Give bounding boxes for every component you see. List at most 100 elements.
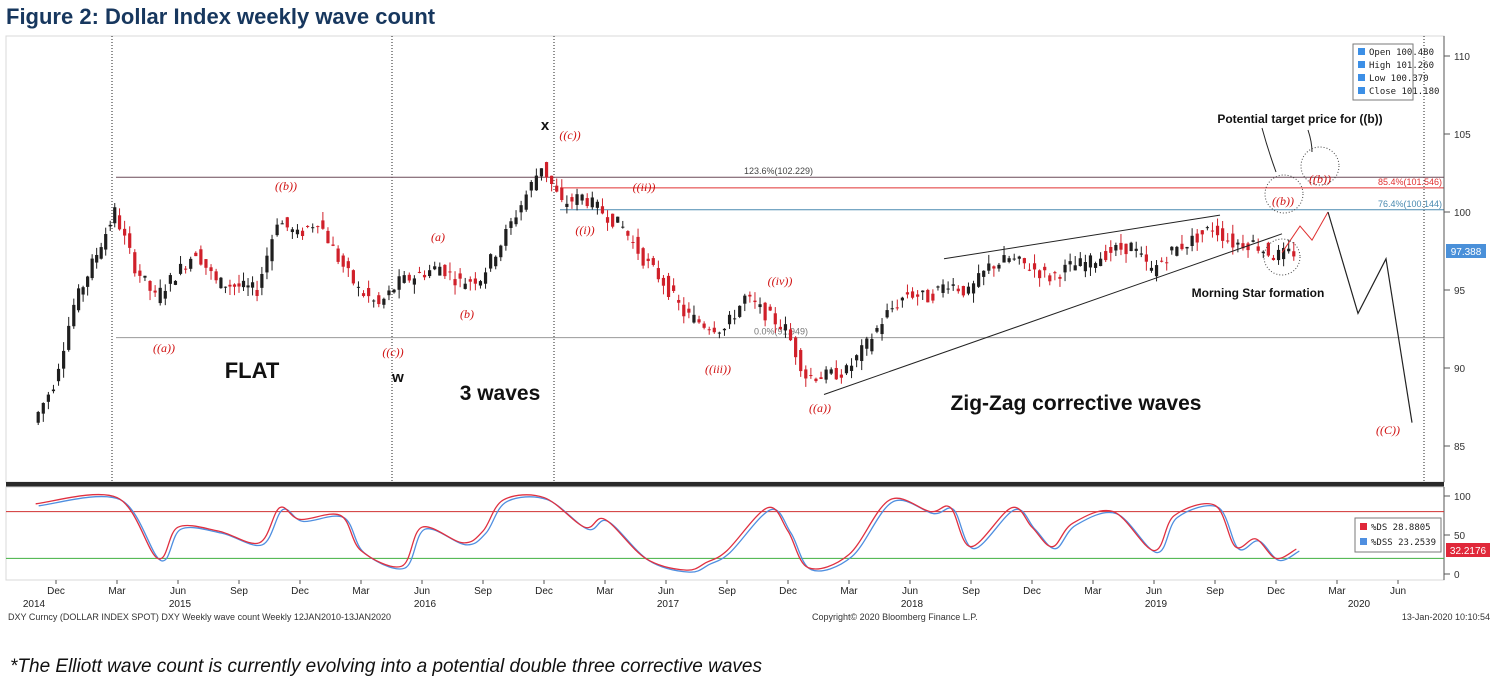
candle-up xyxy=(849,365,854,371)
x-axis-month-label: Jun xyxy=(1390,586,1406,597)
candle-up xyxy=(1205,227,1209,229)
candle-up xyxy=(356,286,361,288)
wave-label: ((i)) xyxy=(575,223,594,237)
main-panel-frame xyxy=(5,35,1445,483)
candle-up xyxy=(113,207,117,224)
candle-up xyxy=(1190,235,1194,246)
candle-down xyxy=(133,252,137,274)
wave-label: ((c)) xyxy=(559,128,580,142)
candle-up xyxy=(987,263,991,271)
wave-label: ((c)) xyxy=(382,345,403,359)
candle-down xyxy=(910,291,915,298)
candle-down xyxy=(834,367,838,380)
x-axis-month-label: Dec xyxy=(291,586,309,597)
candle-down xyxy=(814,378,818,382)
candle-up xyxy=(865,338,869,349)
morning-star-circle xyxy=(1263,238,1301,276)
candle-down xyxy=(1180,243,1184,250)
candle-up xyxy=(1276,249,1281,261)
candle-down xyxy=(778,326,782,330)
candle-up xyxy=(870,338,874,352)
candle-down xyxy=(895,307,899,309)
candle-up xyxy=(941,284,945,293)
candle-up xyxy=(1282,247,1286,260)
candle-up xyxy=(86,276,90,287)
candle-down xyxy=(819,377,823,380)
candle-down xyxy=(1266,242,1270,256)
candle-up xyxy=(966,286,971,294)
x-axis-month-label: Dec xyxy=(535,586,553,597)
candle-down xyxy=(1160,260,1164,262)
candle-up xyxy=(265,255,269,273)
candle-up xyxy=(372,300,376,302)
candle-down xyxy=(1215,225,1220,236)
wave-label: (a) xyxy=(431,230,445,244)
x-axis-year-label: 2019 xyxy=(1145,599,1168,610)
wave-label: ((iv)) xyxy=(768,274,793,288)
candle-up xyxy=(844,365,849,374)
candle-down xyxy=(809,375,813,377)
fib-label-fib-123: 123.6%(102.229) xyxy=(744,166,813,176)
last-price-value: 97.388 xyxy=(1451,247,1482,258)
stoch-axis-tick-label: 50 xyxy=(1454,531,1466,542)
legend-open-swatch xyxy=(1358,48,1365,55)
y-axis-tick-label: 105 xyxy=(1454,130,1471,141)
candle-down xyxy=(232,284,237,287)
candle-up xyxy=(62,350,66,369)
candle-down xyxy=(788,329,793,341)
candle-down xyxy=(367,287,371,297)
candle-up xyxy=(524,194,528,210)
y-axis-tick-label: 90 xyxy=(1454,364,1466,375)
candle-up xyxy=(1149,267,1154,271)
ohlc-legend: Open 100.480 High 101.260 Low 100.370 Cl… xyxy=(1352,43,1439,101)
candle-up xyxy=(260,273,264,288)
candle-down xyxy=(753,300,757,303)
candle-down xyxy=(1109,247,1113,253)
candle-down xyxy=(605,217,610,223)
target-circle-a xyxy=(1264,174,1304,214)
candle-up xyxy=(743,295,747,304)
candle-up xyxy=(860,345,864,362)
wedge-lower-line xyxy=(823,233,1283,395)
candle-up xyxy=(219,277,223,289)
candle-up xyxy=(885,310,889,318)
candle-up xyxy=(733,318,737,320)
candle-up xyxy=(1083,262,1087,272)
candle-up xyxy=(178,263,183,274)
candle-down xyxy=(1246,243,1250,251)
candle-down xyxy=(992,266,996,269)
candle-up xyxy=(36,411,40,423)
x-axis-year-label: 2015 xyxy=(169,599,192,610)
candle-down xyxy=(1195,233,1199,243)
candle-down xyxy=(682,304,686,317)
candle-down xyxy=(544,162,549,178)
wave-label: ((a)) xyxy=(809,401,831,415)
candle-up xyxy=(392,289,396,293)
x-axis-month-label: Mar xyxy=(596,586,614,597)
x-axis-month-label: Mar xyxy=(108,586,126,597)
x-axis-year-label: 2017 xyxy=(657,599,680,610)
x-axis-year-label: 2018 xyxy=(901,599,924,610)
candle-up xyxy=(616,216,620,223)
candle-down xyxy=(341,255,345,267)
candle-down xyxy=(1124,243,1128,255)
candle-down xyxy=(407,274,411,281)
candle-down xyxy=(773,313,777,325)
x-axis-month-label: Dec xyxy=(1023,586,1041,597)
candle-up xyxy=(1154,265,1159,277)
candle-up xyxy=(875,328,879,332)
x-axis-month-label: Sep xyxy=(474,586,492,597)
x-axis-month-label: Sep xyxy=(962,586,980,597)
candle-up xyxy=(1068,261,1072,265)
candle-down xyxy=(748,294,752,297)
x-axis-year-label: 2014 xyxy=(23,599,46,610)
candle-up xyxy=(621,226,625,228)
candle-up xyxy=(590,197,594,208)
y-axis-tick-label: 100 xyxy=(1454,208,1471,219)
candle-up xyxy=(99,247,103,259)
stoch-last-tag: 32.2176 xyxy=(1446,543,1490,557)
candle-down xyxy=(316,226,320,228)
candle-up xyxy=(428,270,432,277)
candle-down xyxy=(153,290,157,293)
candle-up xyxy=(1175,246,1179,256)
